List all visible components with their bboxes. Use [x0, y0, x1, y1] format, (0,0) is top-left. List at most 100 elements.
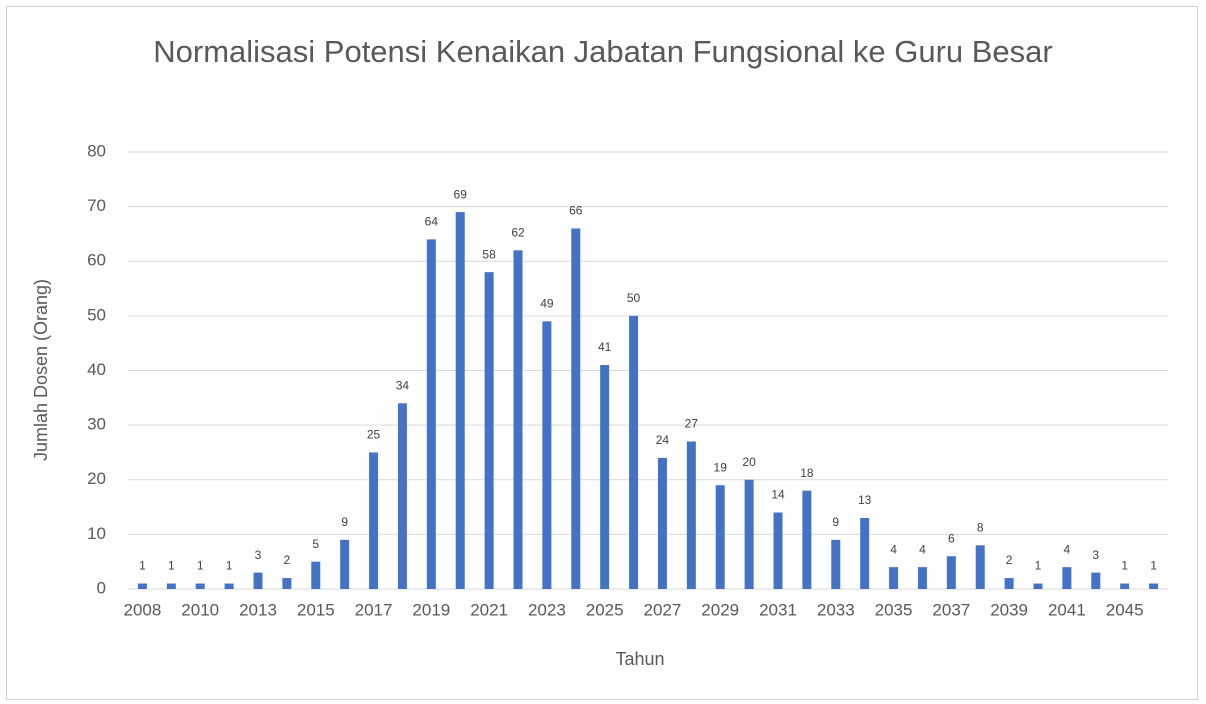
y-tick-label: 80 — [87, 141, 106, 160]
data-label: 41 — [598, 340, 612, 354]
bar — [369, 452, 379, 589]
data-label: 69 — [454, 187, 468, 201]
x-tick-label: 2037 — [932, 600, 970, 619]
x-tick-label: 2008 — [124, 600, 162, 619]
bar — [426, 239, 436, 589]
bar — [889, 567, 899, 589]
bar — [802, 490, 812, 589]
x-tick-label: 2033 — [817, 600, 855, 619]
x-tick-label: 2021 — [470, 600, 508, 619]
bar — [137, 583, 147, 589]
data-label: 25 — [367, 428, 381, 442]
data-label: 49 — [540, 297, 554, 311]
x-tick-label: 2039 — [990, 600, 1028, 619]
data-label: 9 — [341, 515, 348, 529]
x-tick-label: 2015 — [297, 600, 335, 619]
bar — [224, 583, 234, 589]
bar — [542, 321, 552, 589]
bar — [860, 517, 870, 589]
x-tick-label: 2045 — [1106, 600, 1144, 619]
data-label: 58 — [482, 247, 496, 261]
data-label: 24 — [656, 433, 670, 447]
bar — [571, 228, 581, 589]
y-tick-label: 60 — [87, 251, 106, 270]
x-tick-label: 2031 — [759, 600, 797, 619]
bar — [1091, 572, 1101, 589]
bar — [686, 441, 696, 589]
bar — [831, 539, 841, 589]
bar — [340, 539, 350, 589]
chart-title: Normalisasi Potensi Kenaikan Jabatan Fun… — [153, 34, 1053, 69]
data-label: 1 — [1121, 559, 1128, 573]
data-label: 66 — [569, 204, 583, 218]
data-label: 1 — [168, 559, 175, 573]
data-label: 4 — [1064, 542, 1071, 556]
x-tick-label: 2027 — [644, 600, 682, 619]
x-axis-label: Tahun — [615, 649, 664, 669]
bar — [1004, 578, 1014, 589]
bar — [311, 561, 321, 589]
bar — [253, 572, 263, 589]
x-tick-label: 2025 — [586, 600, 624, 619]
x-tick-label: 2010 — [181, 600, 219, 619]
data-label: 62 — [511, 225, 525, 239]
bar — [282, 578, 292, 589]
y-tick-label: 70 — [87, 196, 106, 215]
data-label: 2 — [284, 553, 291, 567]
bar — [946, 556, 956, 589]
x-tick-label: 2035 — [875, 600, 913, 619]
data-label: 4 — [890, 542, 897, 556]
data-label: 14 — [771, 488, 785, 502]
bar — [629, 315, 639, 589]
bar — [513, 250, 523, 589]
data-label: 19 — [714, 460, 728, 474]
data-label: 27 — [685, 417, 699, 431]
y-tick-label: 20 — [87, 469, 106, 488]
bar — [715, 485, 725, 589]
data-label: 1 — [1035, 559, 1042, 573]
bar — [1062, 567, 1072, 589]
data-label: 64 — [425, 215, 439, 229]
x-tick-label: 2029 — [701, 600, 739, 619]
bar — [1149, 583, 1159, 589]
x-tick-label: 2041 — [1048, 600, 1086, 619]
data-label: 18 — [800, 466, 814, 480]
data-label: 1 — [226, 559, 233, 573]
bar — [484, 272, 494, 589]
y-tick-label: 40 — [87, 360, 106, 379]
data-label: 5 — [312, 537, 319, 551]
chart-frame — [6, 6, 1198, 700]
bar — [455, 212, 465, 589]
data-label: 2 — [1006, 553, 1013, 567]
bar — [1033, 583, 1043, 589]
data-label: 6 — [948, 531, 955, 545]
bar — [975, 545, 985, 589]
data-label: 9 — [832, 515, 839, 529]
data-label: 1 — [139, 559, 146, 573]
data-label: 8 — [977, 520, 984, 534]
x-tick-label: 2023 — [528, 600, 566, 619]
bar — [397, 403, 407, 589]
bar — [195, 583, 205, 589]
data-label: 20 — [742, 455, 756, 469]
data-label: 1 — [1150, 559, 1157, 573]
x-tick-label: 2013 — [239, 600, 277, 619]
data-label: 3 — [255, 548, 262, 562]
bar — [166, 583, 176, 589]
bar — [917, 567, 927, 589]
data-label: 1 — [197, 559, 204, 573]
y-tick-label: 0 — [97, 578, 106, 597]
data-label: 13 — [858, 493, 872, 507]
x-tick-label: 2017 — [355, 600, 393, 619]
y-tick-label: 50 — [87, 305, 106, 324]
data-label: 4 — [919, 542, 926, 556]
bar — [657, 457, 667, 589]
bar — [744, 479, 754, 589]
bar — [1120, 583, 1130, 589]
y-axis-label: Jumlah Dosen (Orang) — [31, 279, 51, 461]
bar — [773, 512, 783, 589]
data-label: 3 — [1092, 548, 1099, 562]
data-label: 50 — [627, 291, 641, 305]
